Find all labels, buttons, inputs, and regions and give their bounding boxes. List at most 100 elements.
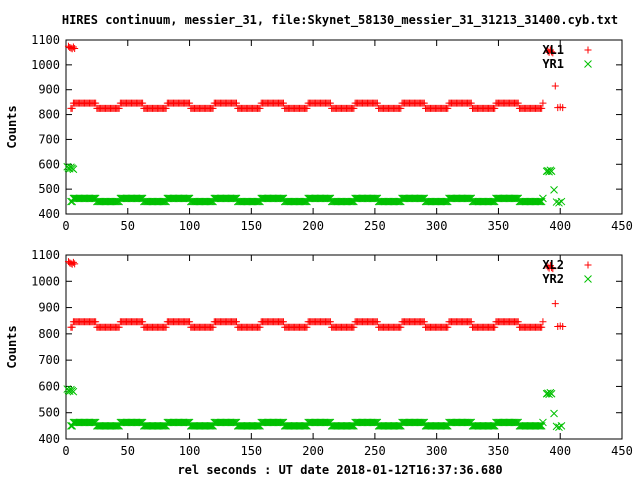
- data-point: [551, 300, 559, 308]
- data-point: [440, 422, 448, 430]
- legend-label: XL1: [542, 43, 564, 57]
- data-point: [299, 197, 308, 206]
- x-tick-label: 0: [62, 444, 69, 458]
- y-tick-label: 700: [38, 353, 60, 367]
- y-tick-label: 600: [38, 379, 60, 393]
- x-tick-label: 250: [364, 444, 386, 458]
- data-point: [299, 422, 308, 430]
- x-tick-label: 450: [611, 444, 633, 458]
- x-tick-label: 100: [179, 219, 201, 233]
- x-tick-label: 150: [240, 444, 262, 458]
- data-point: [115, 104, 123, 112]
- y-tick-label: 700: [38, 132, 60, 146]
- data-point: [373, 318, 381, 326]
- data-point: [487, 197, 495, 206]
- data-point: [536, 197, 545, 206]
- plot-frame: [65, 39, 623, 215]
- y-tick-label: 400: [38, 207, 60, 221]
- data-point: [233, 99, 241, 107]
- data-point: [162, 104, 170, 112]
- data-point: [547, 167, 556, 176]
- data-point: [205, 422, 214, 430]
- data-point: [158, 422, 167, 430]
- y-axis-label: Counts: [5, 105, 19, 148]
- data-point: [548, 48, 556, 56]
- data-point: [559, 104, 567, 112]
- data-point: [88, 194, 96, 203]
- data-point: [252, 422, 261, 430]
- data-point: [111, 197, 120, 206]
- x-tick-label: 0: [62, 219, 69, 233]
- data-point: [538, 104, 546, 112]
- data-point: [69, 387, 78, 396]
- data-point: [548, 264, 556, 272]
- series-YR2: [63, 385, 566, 432]
- data-point: [135, 418, 143, 427]
- data-point: [539, 99, 547, 107]
- data-point: [209, 104, 217, 112]
- x-tick-label: 400: [549, 219, 571, 233]
- data-point: [68, 323, 76, 331]
- x-tick-label: 150: [240, 219, 262, 233]
- data-point: [534, 197, 542, 206]
- data-point: [322, 418, 331, 427]
- data-point: [252, 197, 261, 206]
- data-point: [346, 197, 355, 206]
- data-point: [162, 323, 170, 331]
- panel-bottom: 400 500 600 700 800 900 1000 1100 0 50 100 150 200 25…: [5, 248, 633, 458]
- data-point: [303, 104, 311, 112]
- data-point: [491, 104, 499, 112]
- data-point: [92, 318, 100, 326]
- data-point: [416, 418, 425, 427]
- data-point: [534, 422, 542, 430]
- data-point: [514, 99, 522, 107]
- data-point: [369, 418, 378, 427]
- y-tick-label: 900: [38, 83, 60, 97]
- data-point: [557, 422, 566, 430]
- data-point: [275, 418, 284, 427]
- x-tick-label: 200: [302, 444, 324, 458]
- data-point: [326, 99, 334, 107]
- data-point: [539, 318, 547, 326]
- data-point: [536, 422, 545, 430]
- data-point: [275, 194, 284, 203]
- data-point: [547, 389, 556, 398]
- data-point: [158, 197, 167, 206]
- data-point: [186, 99, 194, 107]
- data-point: [373, 99, 381, 107]
- x-axis-label: rel seconds : UT date 2018-01-12T16:37:3…: [177, 463, 502, 477]
- x-tick-label: 100: [179, 444, 201, 458]
- y-tick-label: 500: [38, 406, 60, 420]
- x-tick-label: 300: [426, 219, 448, 233]
- y-tick-label: 900: [38, 301, 60, 315]
- data-point: [487, 422, 495, 430]
- data-point: [463, 194, 472, 203]
- x-tick-label: 200: [302, 219, 324, 233]
- data-point: [111, 422, 120, 430]
- data-point: [467, 318, 475, 326]
- data-point: [444, 323, 452, 331]
- legend-label: YR1: [542, 57, 564, 71]
- data-point: [555, 198, 563, 207]
- data-point: [322, 194, 331, 203]
- data-point: [397, 104, 405, 112]
- data-point: [555, 423, 563, 432]
- x-tick-label: 400: [549, 444, 571, 458]
- data-point: [467, 99, 475, 107]
- figure-title: HIRES continuum, messier_31, file:Skynet…: [62, 13, 618, 28]
- data-point: [444, 104, 452, 112]
- data-point: [416, 194, 425, 203]
- data-point: [350, 323, 358, 331]
- data-point: [256, 323, 264, 331]
- series-XL1: [64, 42, 567, 112]
- legend-label: XL2: [542, 258, 564, 272]
- x-tick-label: 50: [121, 219, 135, 233]
- data-point: [228, 194, 237, 203]
- legend-marker: [584, 60, 592, 68]
- data-point: [440, 197, 448, 206]
- data-point: [92, 99, 100, 107]
- data-point: [510, 194, 519, 203]
- legend-marker: [584, 46, 592, 54]
- data-point: [135, 194, 143, 203]
